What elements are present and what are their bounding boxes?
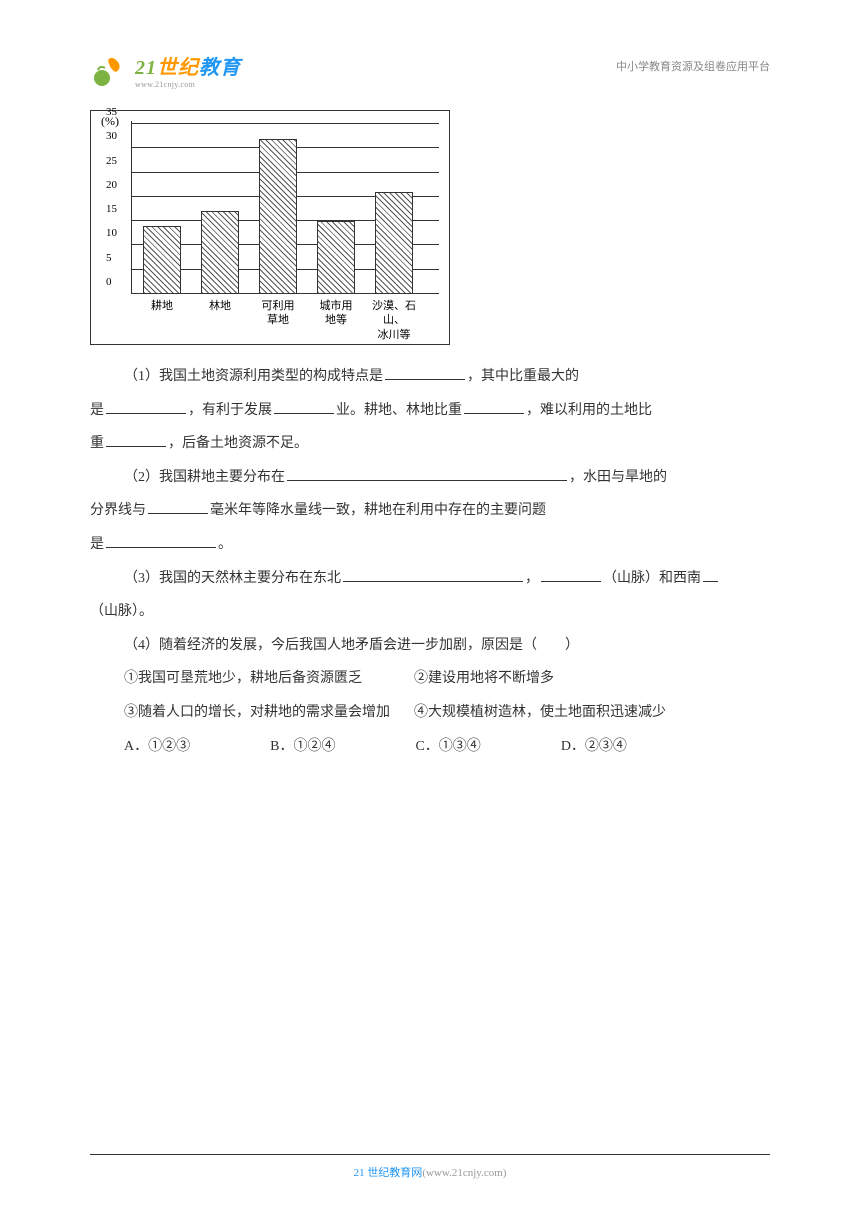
land-use-chart: (%) 05101520253035耕地林地可利用 草地城市用 地等沙漠、石山、… — [90, 110, 450, 345]
q4-opt3: ③随着人口的增长，对耕地的需求量会增加 — [124, 696, 414, 730]
y-tick-label: 15 — [106, 203, 117, 215]
blank-field[interactable] — [106, 429, 166, 447]
blank-field[interactable] — [106, 396, 186, 414]
q4-options-row2: ③随着人口的增长，对耕地的需求量会增加 ④大规模植树造林，使土地面积迅速减少 — [124, 696, 770, 730]
blank-field[interactable] — [148, 496, 208, 514]
q4-opt4: ④大规模植树造林，使土地面积迅速减少 — [414, 696, 704, 730]
footer-text: 21 世纪教育网(www.21cnjy.com) — [354, 1167, 507, 1179]
q4-opt1: ①我国可垦荒地少，耕地后备资源匮乏 — [124, 662, 414, 696]
bar-category-label: 可利用 草地 — [254, 299, 302, 328]
blank-field[interactable] — [287, 463, 567, 481]
y-tick-label: 10 — [106, 227, 117, 239]
logo-area: 21世纪教育 www.21cnjy.com — [90, 50, 241, 90]
blank-field[interactable] — [703, 564, 718, 582]
q2-line2: 分界线与毫米年等降水量线一致，耕地在利用中存在的主要问题 — [90, 494, 770, 528]
q4-text: （4）随着经济的发展，今后我国人地矛盾会进一步加剧，原因是（ ） — [90, 629, 770, 663]
blank-field[interactable] — [274, 396, 334, 414]
header-platform-text: 中小学教育资源及组卷应用平台 — [616, 58, 770, 74]
blank-field[interactable] — [464, 396, 524, 414]
q3-line2: （山脉）。 — [90, 595, 770, 629]
bar-category-label: 城市用 地等 — [312, 299, 360, 328]
y-tick-label: 25 — [106, 155, 117, 167]
bar-category-label: 沙漠、石山、 冰川等 — [370, 299, 418, 342]
chart-bar: 林地 — [201, 211, 239, 294]
chart-plot-area: (%) 05101520253035耕地林地可利用 草地城市用 地等沙漠、石山、… — [131, 126, 439, 294]
y-tick-label: 0 — [106, 276, 112, 288]
question-content: （1）我国土地资源利用类型的构成特点是，其中比重最大的 是，有利于发展业。耕地、… — [90, 360, 770, 763]
y-tick-label: 30 — [106, 130, 117, 142]
q1-line2: 是，有利于发展业。耕地、林地比重，难以利用的土地比 — [90, 394, 770, 428]
q4-answer-options: A．①②③ B．①②④ C．①③④ D．②③④ — [124, 730, 770, 764]
y-tick-label: 35 — [106, 106, 117, 118]
blank-field[interactable] — [343, 564, 523, 582]
logo-url: www.21cnjy.com — [135, 80, 241, 89]
logo-text-block: 21世纪教育 www.21cnjy.com — [135, 51, 241, 89]
chart-bar: 耕地 — [143, 226, 181, 294]
chart-bar: 城市用 地等 — [317, 221, 355, 294]
q1-line1: （1）我国土地资源利用类型的构成特点是，其中比重最大的 — [90, 360, 770, 394]
page-header: 21世纪教育 www.21cnjy.com 中小学教育资源及组卷应用平台 — [90, 50, 770, 90]
chart-bar: 可利用 草地 — [259, 139, 297, 294]
y-tick-label: 20 — [106, 179, 117, 191]
page-footer: 21 世纪教育网(www.21cnjy.com) — [90, 1154, 770, 1181]
q4-options-row1: ①我国可垦荒地少，耕地后备资源匮乏 ②建设用地将不断增多 — [124, 662, 770, 696]
y-tick-label: 5 — [106, 252, 112, 264]
q4-opt2: ②建设用地将不断增多 — [414, 662, 704, 696]
q2-line1: （2）我国耕地主要分布在，水田与旱地的 — [90, 461, 770, 495]
blank-field[interactable] — [541, 564, 601, 582]
option-c[interactable]: C．①③④ — [415, 730, 480, 764]
option-a[interactable]: A．①②③ — [124, 730, 190, 764]
option-d[interactable]: D．②③④ — [561, 730, 627, 764]
q2-line3: 是。 — [90, 528, 770, 562]
bar-category-label: 耕地 — [138, 299, 186, 313]
q3-line1: （3）我国的天然林主要分布在东北，（山脉）和西南 — [90, 562, 770, 596]
chart-bar: 沙漠、石山、 冰川等 — [375, 192, 413, 294]
q1-line3: 重，后备土地资源不足。 — [90, 427, 770, 461]
bar-category-label: 林地 — [196, 299, 244, 313]
blank-field[interactable] — [106, 530, 216, 548]
option-b[interactable]: B．①②④ — [270, 730, 335, 764]
blank-field[interactable] — [385, 362, 465, 380]
logo-main: 21世纪教育 — [135, 51, 241, 80]
logo-icon — [90, 50, 130, 90]
